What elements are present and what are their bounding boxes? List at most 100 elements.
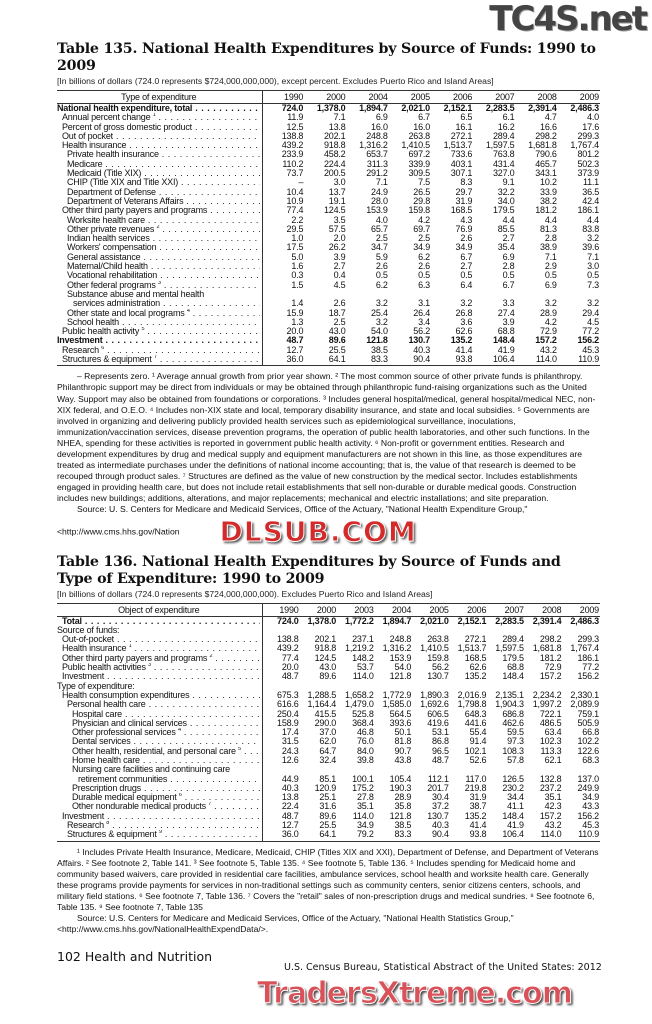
footnote-marker: 5 [238, 746, 241, 752]
value-cell: 34.9 [582, 792, 599, 803]
value-cell: 138.8 [277, 634, 299, 645]
row-label-wrap: Durable medical equipment 6 [57, 793, 260, 802]
value-cell: 179.5 [492, 205, 515, 216]
value-cell: 2.6 [375, 261, 388, 272]
value-cell: 93.8 [431, 354, 474, 367]
row-label-wrap: Workers' compensation [57, 243, 260, 252]
column-header-year: 2005 [412, 602, 450, 617]
value-cell: 79.2 [337, 830, 375, 842]
row-label-text: Prescription drugs [72, 783, 141, 793]
value-cell: 181.2 [539, 652, 562, 663]
value-cell: 7.1 [333, 112, 346, 123]
value-cell: 181.2 [535, 205, 557, 216]
row-label-text: Medicare [67, 159, 103, 169]
value-cell: 29.5 [286, 223, 304, 234]
value-cell: 54.0 [371, 326, 388, 337]
column-header-year: 2009 [557, 90, 600, 104]
value-cell: 44.9 [281, 773, 299, 784]
value-cell: 40.3 [432, 820, 449, 831]
value-cell: 675.3 [277, 689, 299, 700]
value-cell: 3.2 [375, 316, 388, 327]
row-label-text: Hospital care [72, 709, 122, 719]
value-cell: 298.2 [535, 130, 557, 141]
value-cell: 2,391.4 [528, 103, 557, 113]
value-cell: 272.1 [464, 634, 487, 645]
value-cell: 90.7 [394, 745, 412, 756]
value-cell: 35.1 [544, 792, 562, 803]
value-cell: 3.3 [502, 298, 515, 309]
table-135-title: Table 135. National Health Expenditures … [57, 41, 596, 74]
value-cell: 62.0 [319, 736, 337, 747]
row-label-wrap: Other state and local programs 4 [57, 309, 260, 318]
value-cell: 4.2 [418, 214, 430, 225]
value-cell: 3.0 [333, 177, 346, 188]
value-cell: 12.6 [281, 754, 299, 765]
value-cell: 16.1 [455, 121, 473, 132]
table-row: Source of funds: [57, 625, 600, 636]
row-label: Indian health services [57, 234, 263, 244]
value-cell: 2,016.9 [457, 689, 487, 700]
row-label-wrap: School health [57, 318, 260, 327]
value-cell: 34.9 [455, 242, 473, 253]
page-number-label: 102 Health and Nutrition [57, 949, 213, 965]
value-cell: 502.3 [577, 158, 599, 169]
value-cell: 1,658.2 [345, 689, 374, 700]
row-label: Other professional services 4 [57, 728, 263, 738]
row-label: Durable medical equipment 6 [57, 793, 263, 803]
value-cell: 39.8 [356, 754, 374, 765]
value-cell: 2.2 [291, 214, 304, 225]
value-cell: 653.7 [366, 149, 388, 160]
value-cell: 41.9 [507, 820, 524, 831]
column-header-year: 2007 [473, 90, 516, 104]
row-label: Substance abuse and mental health service… [57, 289, 263, 309]
row-label: Out of pocket [57, 131, 263, 142]
value-cell: 110.2 [282, 158, 304, 169]
column-header-year: 2003 [337, 602, 375, 617]
value-cell: 179.5 [502, 652, 524, 663]
value-cell: 89.6 [319, 671, 337, 682]
value-cell: 3.2 [460, 298, 473, 309]
value-cell: 250.4 [277, 708, 299, 719]
value-cell: 2,234.2 [532, 689, 562, 700]
value-cell: 73.7 [286, 168, 304, 179]
value-cell: 124.5 [323, 205, 346, 216]
value-cell: 12.5 [286, 121, 304, 132]
value-cell: 1,479.0 [345, 699, 374, 710]
footnote-marker: 7 [208, 802, 212, 808]
value-cell: 19.1 [328, 195, 346, 206]
value-cell: 90.4 [412, 830, 450, 842]
row-label-text: Other nondurable medical products [72, 802, 206, 812]
row-label-wrap: Type of expenditure: [57, 682, 260, 691]
row-label: Investment [57, 672, 263, 682]
value-cell: 0.5 [375, 270, 388, 281]
row-label: Other state and local programs 4 [57, 308, 263, 318]
value-cell: 7.5 [418, 177, 430, 188]
table-row: General assistance 5.0 3.9 5.9 6.2 6.7 6.9 7.1 7… [57, 252, 600, 263]
value-cell: 1,410.5 [420, 643, 449, 654]
value-cell: 77.4 [281, 652, 299, 663]
row-label: Other federal programs 3 [57, 280, 263, 290]
value-cell: 120.9 [314, 782, 337, 793]
value-cell: 6.9 [544, 279, 557, 290]
value-cell: 53.7 [356, 662, 374, 673]
row-label-wrap: Other third party payers and programs [57, 206, 260, 215]
footnote-marker: 2 [209, 653, 213, 659]
value-cell: 26.2 [328, 242, 346, 253]
row-label: Research 6 [57, 345, 263, 356]
value-cell: 186.1 [577, 205, 599, 216]
row-label-text: Other private revenues [67, 224, 155, 234]
value-cell: 65.7 [371, 223, 388, 234]
value-cell: 34.0 [497, 195, 515, 206]
value-cell: 2,135.1 [495, 689, 524, 700]
row-label-wrap: Indian health services [57, 234, 260, 243]
value-cell: 34.9 [356, 820, 374, 831]
table-135: Type of expenditure 1990 2000 2004 2005 2006 2… [57, 90, 600, 367]
value-cell: 13.8 [281, 792, 299, 803]
value-cell: 0.5 [418, 270, 430, 281]
value-cell: 431.4 [492, 158, 515, 169]
value-cell: 11.9 [287, 112, 304, 123]
table-row: Other professional services 4 17.4 37.0 46.… [57, 727, 600, 738]
value-cell: 64.1 [299, 830, 338, 842]
row-label: National health expenditure, total [57, 103, 263, 114]
value-cell: 249.9 [577, 782, 599, 793]
